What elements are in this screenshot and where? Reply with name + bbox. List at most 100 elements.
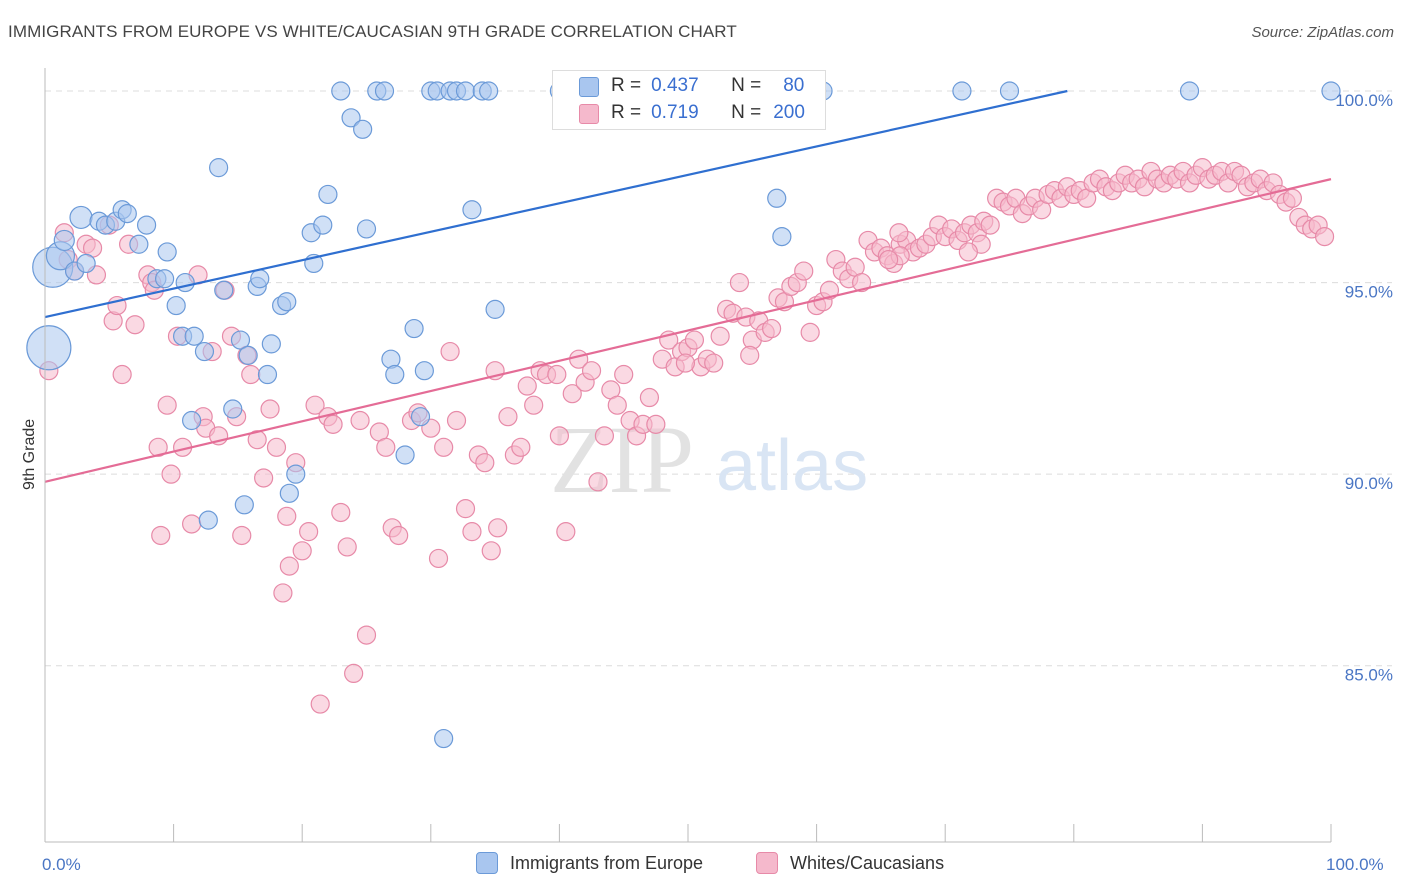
blue-point-50 bbox=[395, 445, 415, 465]
pink-point-56 bbox=[389, 525, 409, 546]
blue-point-63 bbox=[434, 728, 454, 749]
pink-point-22 bbox=[182, 514, 202, 534]
blue-point-52 bbox=[410, 407, 431, 427]
pink-point-37 bbox=[266, 437, 287, 457]
legend-item-immigrants-label: Immigrants from Europe bbox=[510, 852, 704, 873]
blue-point-61 bbox=[479, 81, 499, 101]
pink-point-73 bbox=[517, 376, 537, 396]
pink-point-43 bbox=[299, 522, 319, 542]
blue-point-12 bbox=[129, 234, 149, 254]
blue-point-13 bbox=[136, 215, 157, 235]
blue-point-59 bbox=[462, 200, 482, 220]
pink-point-67 bbox=[475, 453, 495, 473]
pink-point-84 bbox=[594, 426, 615, 446]
legend-blue-r-label: R = bbox=[611, 75, 642, 96]
legend-pink-n-label: N = bbox=[731, 102, 762, 123]
pink-point-17 bbox=[151, 525, 171, 546]
pink-point-205 bbox=[889, 223, 909, 243]
blue-point-74 bbox=[1179, 81, 1200, 101]
pink-point-123 bbox=[852, 272, 872, 293]
y-tick-label-90: 90.0% bbox=[1345, 474, 1393, 493]
blue-point-36 bbox=[279, 483, 299, 503]
axes bbox=[44, 68, 1332, 843]
legend-blue-n-label: N = bbox=[731, 75, 762, 96]
pink-point-109 bbox=[761, 318, 782, 339]
blue-point-19 bbox=[175, 272, 195, 293]
pink-point-44 bbox=[305, 395, 325, 415]
pink-point-78 bbox=[556, 522, 576, 542]
pink-point-200 bbox=[547, 364, 567, 385]
pink-point-143 bbox=[980, 215, 1000, 235]
blue-point-33 bbox=[261, 334, 281, 354]
blue-point-26 bbox=[223, 399, 243, 419]
blue-point-27 bbox=[230, 330, 251, 350]
pink-point-16 bbox=[148, 437, 168, 457]
pink-point-52 bbox=[356, 625, 377, 645]
pink-point-48 bbox=[331, 502, 351, 523]
blue-point-51 bbox=[404, 318, 424, 339]
legend-item-whites-label: Whites/Caucasians bbox=[790, 852, 945, 873]
pink-point-203 bbox=[675, 353, 696, 373]
blue-point-37 bbox=[286, 464, 306, 484]
blue-point-3 bbox=[53, 229, 75, 252]
legend-item-whites-swatch bbox=[756, 852, 778, 874]
legend-blue-r-value: 0.437 bbox=[651, 75, 699, 96]
blue-point-47 bbox=[374, 81, 395, 101]
pink-point-10 bbox=[112, 364, 132, 385]
pink-point-197 bbox=[958, 242, 978, 262]
pink-point-61 bbox=[434, 437, 454, 457]
pink-point-49 bbox=[337, 537, 357, 557]
pink-point-36 bbox=[260, 399, 280, 419]
blue-point-21 bbox=[184, 326, 204, 346]
pink-point-62 bbox=[440, 341, 460, 362]
legend-item-immigrants: Immigrants from Europe bbox=[476, 852, 703, 874]
blue-point-41 bbox=[318, 184, 338, 205]
blue-point-25 bbox=[214, 280, 234, 300]
pink-trend-line bbox=[44, 178, 1332, 483]
legend-pink-n-value: 200 bbox=[773, 102, 805, 123]
pink-point-70 bbox=[498, 407, 518, 427]
pink-point-34 bbox=[247, 430, 267, 450]
pink-point-114 bbox=[794, 261, 814, 281]
blue-point-28 bbox=[234, 495, 254, 515]
blue-point-72 bbox=[952, 81, 972, 101]
blue-point-31 bbox=[250, 269, 270, 289]
blue-point-53 bbox=[414, 361, 434, 381]
blue-point-20 bbox=[182, 410, 202, 431]
blue-point-42 bbox=[331, 81, 351, 101]
legend-blue-swatch bbox=[579, 77, 599, 97]
blue-point-5 bbox=[69, 205, 93, 230]
pink-point-101 bbox=[710, 326, 730, 346]
legend-pink-r-value: 0.719 bbox=[651, 102, 699, 123]
pink-point-190 bbox=[1282, 188, 1303, 208]
pink-point-202 bbox=[639, 387, 660, 408]
blue-point-23 bbox=[198, 510, 218, 530]
pink-point-42 bbox=[292, 541, 312, 561]
y-tick-label-100: 100.0% bbox=[1335, 91, 1393, 110]
pink-point-74 bbox=[524, 395, 544, 415]
chart-title: IMMIGRANTS FROM EUROPE VS WHITE/CAUCASIA… bbox=[8, 22, 737, 41]
blue-point-6 bbox=[76, 253, 96, 274]
pink-point-31 bbox=[232, 525, 252, 546]
blue-point-43 bbox=[341, 108, 361, 128]
pink-point-104 bbox=[729, 272, 750, 293]
pink-point-195 bbox=[1314, 226, 1335, 247]
pink-point-47 bbox=[323, 414, 343, 434]
pink-point-65 bbox=[462, 522, 482, 542]
pink-point-39 bbox=[277, 506, 297, 526]
pink-point-38 bbox=[273, 583, 293, 603]
blue-point-40 bbox=[313, 215, 333, 235]
legend-item-whites: Whites/Caucasians bbox=[756, 852, 944, 874]
pink-point-60 bbox=[428, 548, 449, 569]
blue-point-16 bbox=[157, 242, 177, 262]
y-tick-label-85: 85.0% bbox=[1345, 666, 1393, 685]
pink-point-33 bbox=[241, 364, 261, 385]
pink-point-86 bbox=[607, 395, 627, 415]
pink-point-72 bbox=[511, 437, 531, 457]
y-tick-labels: 85.0% 90.0% 95.0% 100.0% bbox=[1335, 91, 1393, 685]
blue-point-15 bbox=[154, 269, 175, 289]
pink-point-68 bbox=[481, 541, 501, 561]
x-tick-label-100: 100.0% bbox=[1326, 855, 1384, 874]
pink-point-18 bbox=[157, 395, 177, 415]
pink-point-87 bbox=[614, 364, 634, 385]
